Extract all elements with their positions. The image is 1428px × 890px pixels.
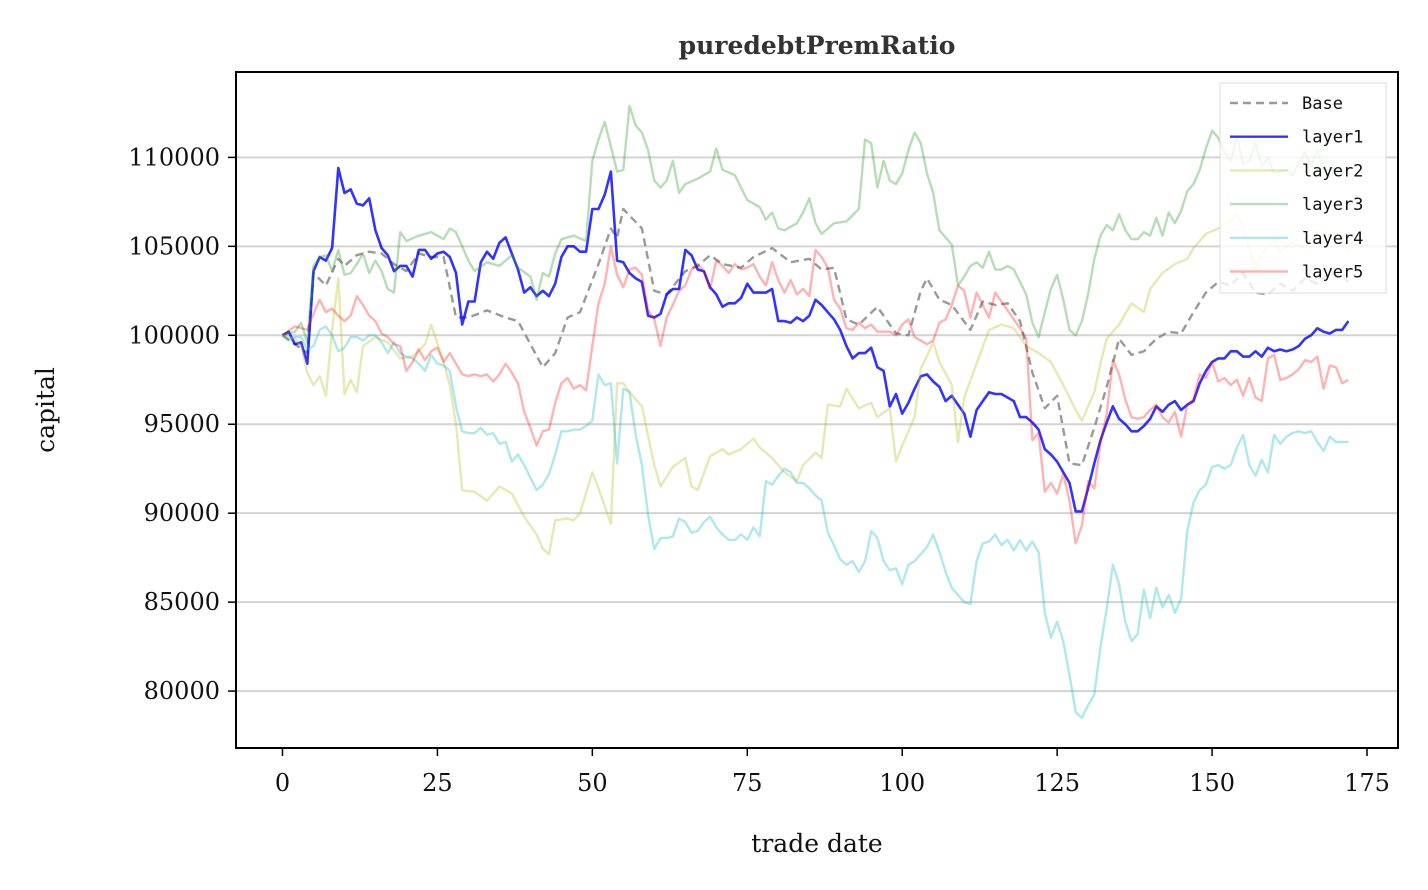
x-tick-label: 75 xyxy=(732,769,763,797)
chart-title: puredebtPremRatio xyxy=(679,31,956,60)
y-tick-label: 100000 xyxy=(128,321,220,349)
legend-label-layer1: layer1 xyxy=(1302,128,1363,148)
x-axis-label: trade date xyxy=(751,829,882,858)
x-tick-label: 25 xyxy=(422,769,453,797)
series-line-base xyxy=(281,207,1350,467)
x-tick-label: 125 xyxy=(1034,769,1080,797)
legend: Base layer1 layer2 layer3 layer4 layer5 xyxy=(1219,82,1387,294)
series-line-layer3 xyxy=(282,104,1349,344)
x-tick-label: 100 xyxy=(879,769,925,797)
y-tick-label: 85000 xyxy=(144,588,220,616)
x-tick-label: 50 xyxy=(577,769,608,797)
plot-frame xyxy=(235,71,1399,749)
x-tick-label: 150 xyxy=(1189,769,1235,797)
legend-label-layer4: layer4 xyxy=(1302,229,1363,249)
y-tick-label: 90000 xyxy=(144,499,220,527)
y-tick-label: 110000 xyxy=(128,143,220,171)
series-line-layer5 xyxy=(281,245,1349,545)
x-tick-label: 175 xyxy=(1344,769,1390,797)
series-line-layer2 xyxy=(282,213,1350,556)
y-tick-label: 95000 xyxy=(144,410,220,438)
y-axis-ticks: 80000 85000 90000 95000 100000 105000 110000 xyxy=(128,143,236,705)
legend-label-base: Base xyxy=(1302,94,1343,114)
series-line-layer1 xyxy=(281,166,1350,513)
gridlines xyxy=(236,156,1398,693)
series-line-layer4 xyxy=(281,325,1349,719)
y-tick-label: 80000 xyxy=(144,677,220,705)
legend-label-layer2: layer2 xyxy=(1302,161,1363,181)
x-tick-label: 0 xyxy=(275,769,290,797)
x-axis-ticks: 0 25 50 75 100 125 150 175 xyxy=(275,748,1390,797)
legend-label-layer5: layer5 xyxy=(1302,263,1363,283)
y-axis-label: capital xyxy=(31,367,60,453)
y-tick-label: 105000 xyxy=(128,232,220,260)
legend-label-layer3: layer3 xyxy=(1302,195,1363,215)
series-lines xyxy=(281,104,1350,719)
legend-box xyxy=(1219,82,1387,294)
